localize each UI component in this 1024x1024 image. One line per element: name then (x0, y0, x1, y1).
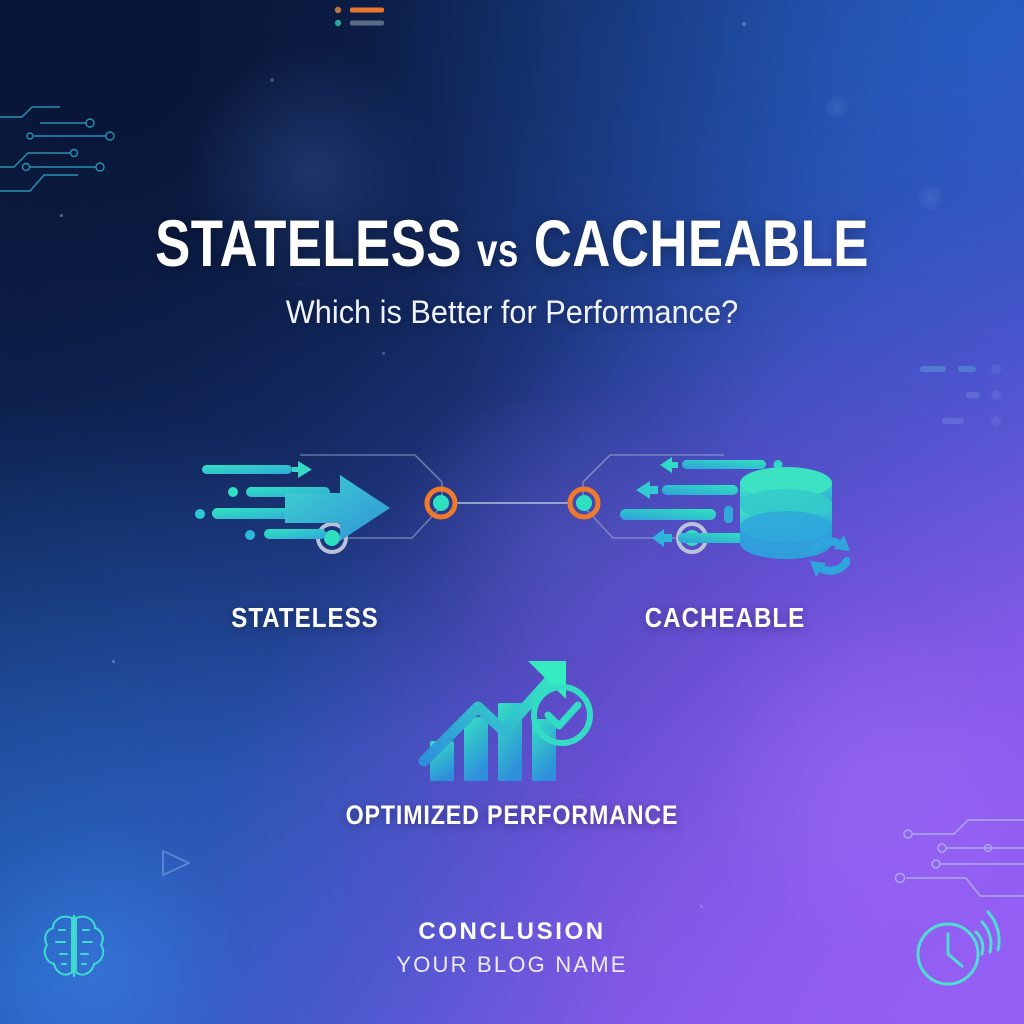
footer-conclusion: CONCLUSION (418, 918, 606, 945)
comparison-section: STATELESS (0, 420, 1024, 650)
header: STATELESS vs CACHEABLE Which is Better f… (0, 210, 1024, 331)
legend-dots-icon (334, 6, 384, 27)
footer-blog-name: YOUR BLOG NAME (396, 952, 628, 977)
page-subtitle: Which is Better for Performance? (285, 294, 739, 330)
growth-chart-check-icon (418, 661, 593, 781)
sparkle (382, 352, 385, 355)
orange-ring-node (424, 486, 458, 520)
database-cache-icon (620, 456, 850, 577)
title-vs: vs (476, 224, 519, 276)
page-title: STATELESS vs CACHEABLE (102, 210, 921, 276)
orange-ring-node (567, 486, 601, 520)
sparkle (700, 905, 703, 908)
comparison-card-cacheable: CACHEABLE (560, 440, 890, 634)
result-section: OPTIMIZED PERFORMANCE (0, 645, 1024, 831)
sparkle (742, 22, 746, 26)
title-part-2: CACHEABLE (533, 206, 869, 280)
cacheable-label: CACHEABLE (644, 602, 806, 633)
check-badge (531, 684, 593, 746)
play-triangle-icon (162, 850, 190, 876)
bar-2 (464, 717, 488, 781)
comparison-card-stateless: STATELESS (140, 440, 470, 634)
result-label: OPTIMIZED PERFORMANCE (345, 800, 679, 830)
sparkle (270, 78, 274, 82)
circuit-traces-icon (0, 106, 115, 192)
title-part-1: STATELESS (155, 206, 462, 280)
footer: CONCLUSION YOUR BLOG NAME (0, 918, 1024, 978)
sparkle (826, 96, 848, 118)
stateless-label: STATELESS (231, 602, 379, 633)
sparkle (918, 186, 942, 210)
speed-arrow-icon (195, 461, 390, 541)
stateless-icon-wrap (140, 440, 470, 580)
cacheable-icon-wrap (560, 440, 890, 580)
